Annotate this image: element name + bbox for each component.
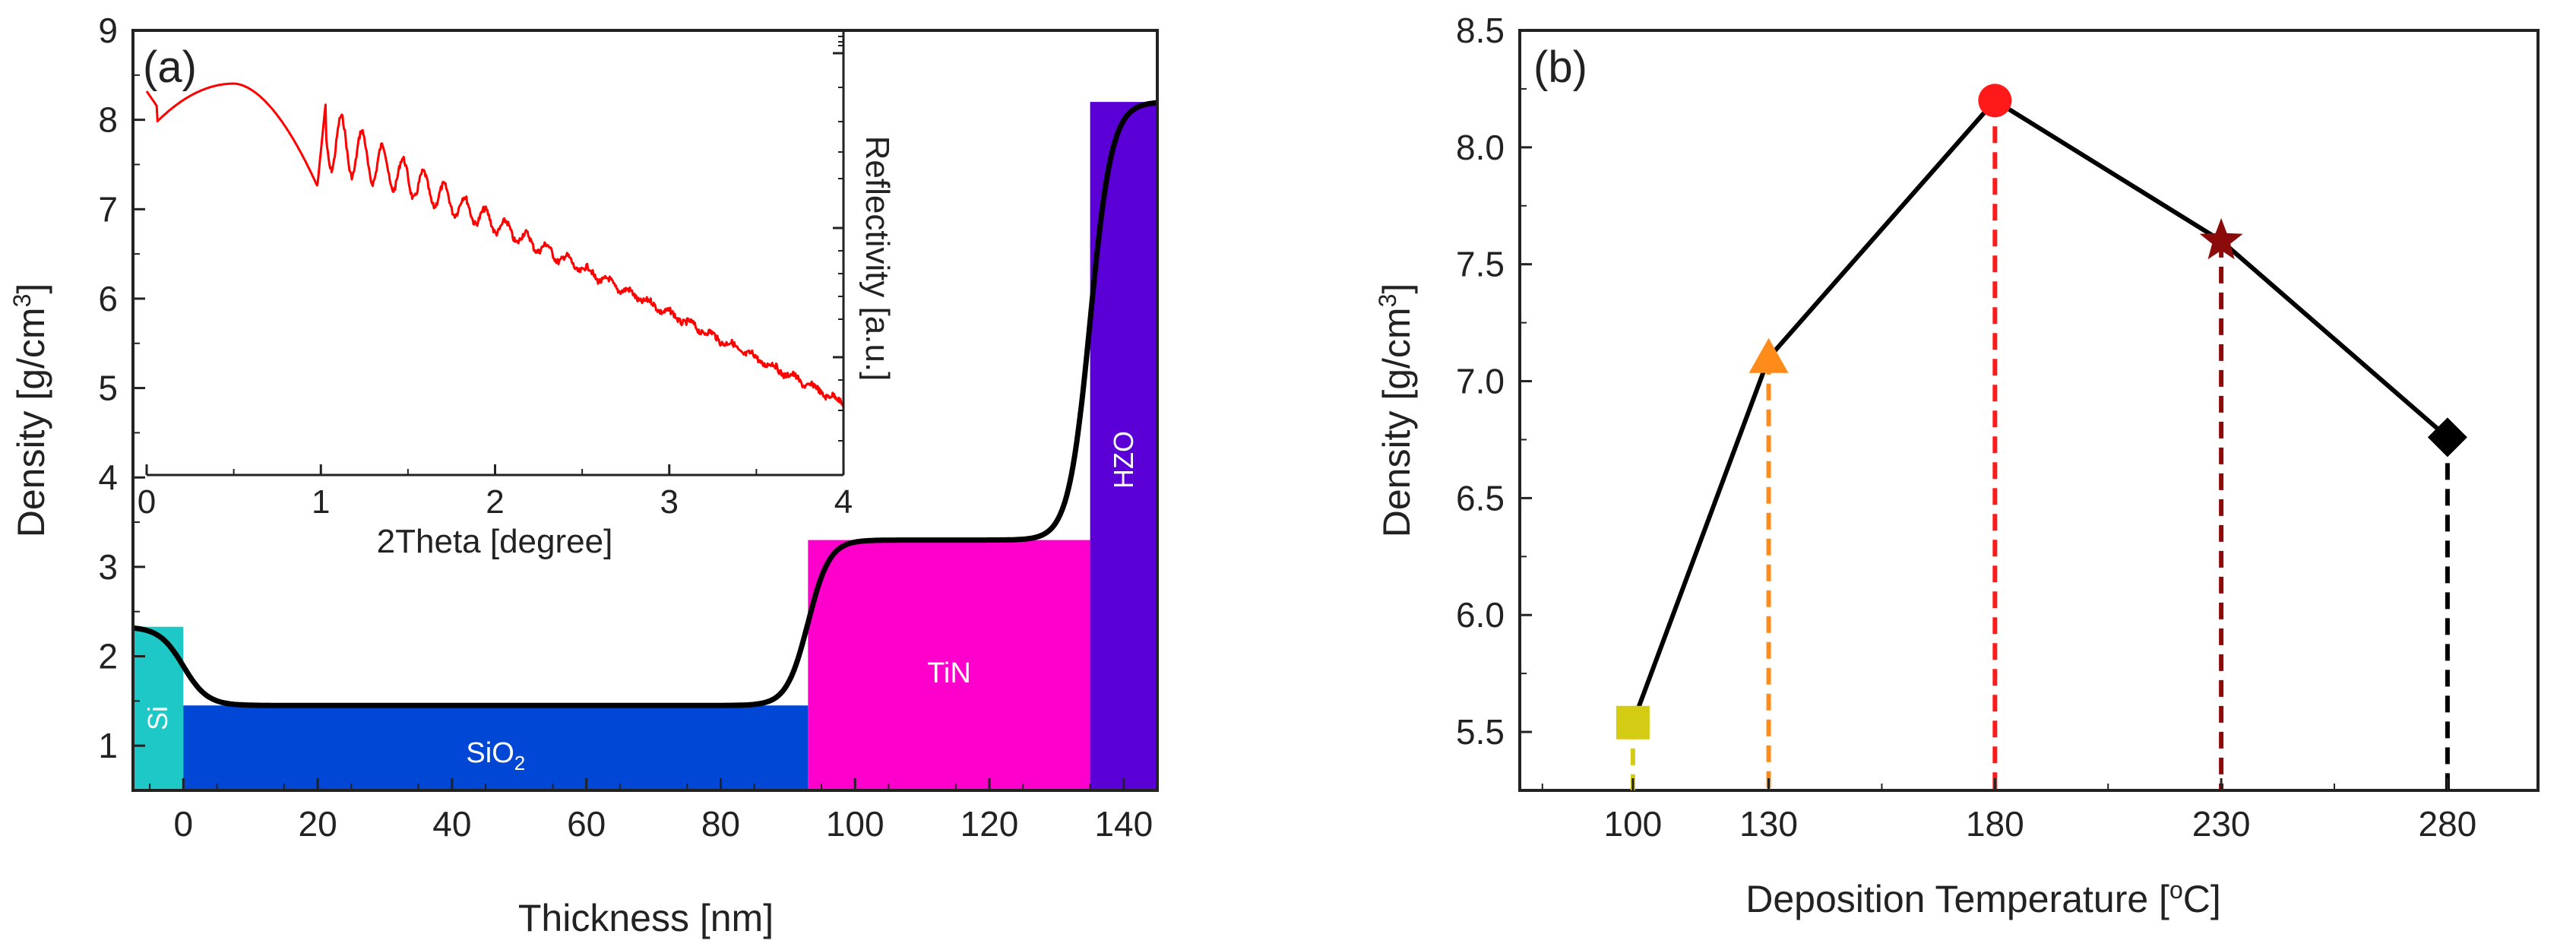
- y-tick-label: 4: [98, 458, 118, 497]
- layer-blocks: [133, 102, 1157, 790]
- layer-tin: [808, 540, 1090, 790]
- layer-label-si: Si: [142, 706, 173, 730]
- x-tick-label: 60: [567, 804, 606, 844]
- inset-x-tick-label: 4: [834, 483, 853, 521]
- y-tick-label: 3: [98, 547, 118, 587]
- y-tick-label: 9: [98, 11, 118, 50]
- x-tick-label: 40: [432, 804, 471, 844]
- y-tick-label-b: 5.5: [1456, 712, 1505, 752]
- y-tick-label-b: 7.0: [1456, 362, 1505, 401]
- drop-lines: [1630, 100, 2450, 790]
- y-tick-label-b: 8.5: [1456, 11, 1505, 50]
- y-tick-label-b: 8.0: [1456, 128, 1505, 167]
- y-axis-label: Density [g/cm3]: [8, 283, 52, 538]
- inset-x-axis-label: 2Theta [degree]: [377, 523, 613, 560]
- panel-b-density-vs-temperature: (b) 100 130 180 230 280 5.5 6.0 6.5 7.0 7.5 8.0 8.5…: [1374, 11, 2540, 920]
- inset-axes: 0 1 2 3 4: [138, 36, 853, 521]
- y-tick-label: 2: [98, 637, 118, 676]
- x-tick-label: 20: [298, 804, 337, 844]
- y-tick-label: 8: [98, 100, 118, 140]
- inset-x-tick-label: 3: [660, 483, 679, 521]
- y-tick-label: 6: [98, 279, 118, 318]
- marker-diamond-280: [2427, 417, 2467, 458]
- x-tick-label: 80: [701, 804, 740, 844]
- x-tick-label: 100: [826, 804, 885, 844]
- x-tick-label-b: 100: [1604, 804, 1663, 844]
- inset-reflectivity: 0 1 2 3 4 2Theta [degree] Reflectivity [a.u.…: [138, 30, 896, 560]
- layer-sio: [183, 705, 809, 790]
- inset-y-axis-label: Reflectivity [a.u.]: [859, 136, 896, 382]
- y-axis-label-b: Density [g/cm3]: [1374, 283, 1418, 538]
- y-tick-label-b: 7.5: [1456, 245, 1505, 284]
- x-axis-label: Thickness [nm]: [518, 897, 774, 939]
- x-tick-label: 140: [1094, 804, 1153, 844]
- panel-b-label: (b): [1533, 43, 1587, 92]
- panel-a-frame: [131, 29, 1159, 792]
- y-tick-label: 7: [98, 189, 118, 229]
- reflectivity-curve: [145, 82, 845, 409]
- y-tick-label: 5: [98, 369, 118, 408]
- y-tick-label: 1: [98, 726, 118, 765]
- x-tick-label-b: 280: [2419, 804, 2477, 844]
- layer-label-hzo: HZO: [1108, 431, 1139, 489]
- marker-circle-180: [1978, 84, 2012, 118]
- x-tick-label: 120: [960, 804, 1019, 844]
- panel-b-axes: 100 130 180 230 280 5.5 6.0 6.5 7.0 7.5 8.0 8.5: [1456, 11, 2476, 844]
- inset-x-tick-label: 2: [486, 483, 504, 521]
- marker-star-230: [2199, 217, 2243, 260]
- x-tick-label-b: 130: [1739, 804, 1798, 844]
- y-tick-label-b: 6.5: [1456, 478, 1505, 518]
- x-tick-label-b: 230: [2192, 804, 2251, 844]
- density-profile-line: [131, 100, 1159, 708]
- inset-x-tick-label: 0: [138, 483, 156, 521]
- marker-triangle-130: [1748, 337, 1789, 373]
- y-tick-label-b: 6.0: [1456, 595, 1505, 635]
- density-trend-line: [1631, 98, 2449, 724]
- panel-a-label: (a): [143, 43, 197, 92]
- marker-square-100: [1616, 705, 1650, 739]
- x-tick-label-b: 180: [1966, 804, 2024, 844]
- x-tick-label: 0: [173, 804, 193, 844]
- layer-label-tin: TiN: [927, 657, 971, 689]
- panel-b-frame: [1518, 29, 2540, 792]
- data-markers: [1616, 84, 2467, 739]
- x-axis-label-b: Deposition Temperature [oC]: [1745, 876, 2221, 920]
- inset-x-tick-label: 1: [312, 483, 330, 521]
